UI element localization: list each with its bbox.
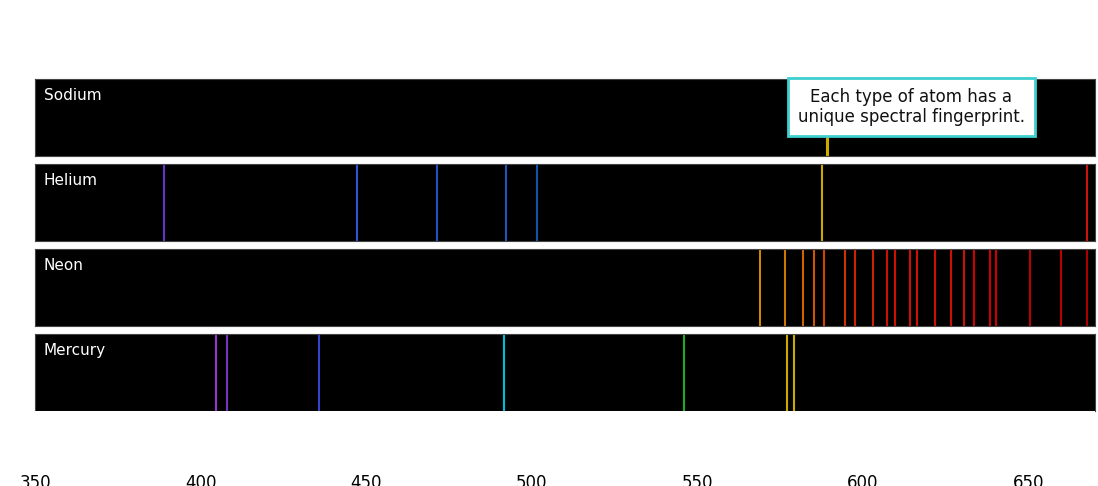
Text: Helium: Helium: [44, 173, 98, 188]
Text: Sodium: Sodium: [44, 88, 101, 103]
Text: Neon: Neon: [44, 258, 83, 273]
Text: Mercury: Mercury: [44, 343, 105, 358]
Text: Each type of atom has a
unique spectral fingerprint.: Each type of atom has a unique spectral …: [798, 87, 1024, 126]
